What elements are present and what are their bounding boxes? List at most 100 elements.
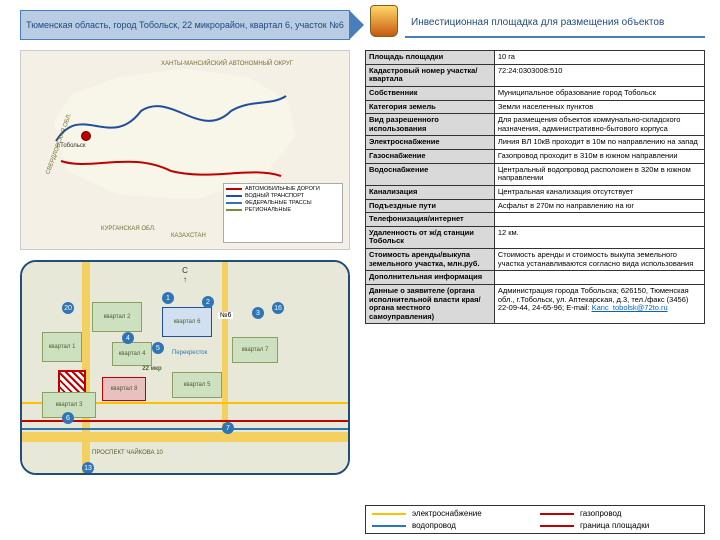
- map-number-marker: 20: [62, 302, 74, 314]
- legend-item: газопровод: [540, 509, 698, 518]
- region-crest-icon: [370, 5, 398, 37]
- table-value: Для размещения объектов коммунально-скла…: [494, 114, 704, 136]
- map-number-marker: 7: [222, 422, 234, 434]
- info-table-wrap: Площадь площадки10 гаКадастровый номер у…: [365, 50, 705, 324]
- map-legend-swatch: [226, 188, 242, 190]
- legend-label: электроснабжение: [412, 509, 482, 518]
- table-row: Вид разрешенного использованияДля размещ…: [366, 114, 705, 136]
- site-plan-map: С↑ квартал 1квартал 2квартал 3квартал 4к…: [20, 260, 350, 475]
- table-row: Площадь площадки10 га: [366, 51, 705, 65]
- table-row: Категория земельЗемли населенных пунктов: [366, 100, 705, 114]
- table-row: Дополнительная информация: [366, 271, 705, 285]
- plan-block: квартал 8: [102, 377, 146, 401]
- table-value: 12 км.: [494, 226, 704, 248]
- table-key: Канализация: [366, 185, 495, 199]
- map-legend-label: ФЕДЕРАЛЬНЫЕ ТРАССЫ: [245, 200, 312, 206]
- plan-block: квартал 7: [232, 337, 278, 363]
- table-key: Подъездные пути: [366, 199, 495, 213]
- map-legend-label: АВТОМОБИЛЬНЫЕ ДОРОГИ: [245, 186, 320, 192]
- map-region-label: КУРГАНСКАЯ ОБЛ.: [101, 226, 156, 232]
- plan-block: квартал 6: [162, 307, 212, 337]
- table-key: Кадастровый номер участка/квартала: [366, 64, 495, 86]
- table-row: Стоимость аренды/выкупа земельного участ…: [366, 249, 705, 271]
- table-value: Администрация города Тобольска; 626150, …: [494, 284, 704, 324]
- table-key: Удаленность от ж/д станции Тобольск: [366, 226, 495, 248]
- map-legend-item: ФЕДЕРАЛЬНЫЕ ТРАССЫ: [226, 200, 340, 206]
- table-key: Телефонизация/интернет: [366, 213, 495, 227]
- road: [22, 432, 348, 442]
- table-row: ЭлектроснабжениеЛиния ВЛ 10кВ проходит в…: [366, 136, 705, 150]
- map-number-marker: 2: [202, 296, 214, 308]
- legend-swatch: [372, 513, 406, 515]
- map-number-marker: 1: [162, 292, 174, 304]
- location-title: Тюменская область, город Тобольск, 22 ми…: [26, 20, 344, 30]
- site-number-label: №6: [218, 312, 233, 319]
- table-row: КанализацияЦентральная канализация отсут…: [366, 185, 705, 199]
- legend-label: граница площадки: [580, 521, 649, 530]
- legend-swatch: [540, 525, 574, 527]
- pipeline-legend: электроснабжение газопровод водопровод гран…: [365, 505, 705, 534]
- table-value: Земли населенных пунктов: [494, 100, 704, 114]
- table-value: Стоимость аренды и стоимость выкупа земе…: [494, 249, 704, 271]
- compass-icon: С↑: [182, 266, 188, 284]
- map-number-marker: 5: [152, 342, 164, 354]
- legend-item: граница площадки: [540, 521, 698, 530]
- plan-block: квартал 5: [172, 372, 222, 398]
- table-key: Дополнительная информация: [366, 271, 495, 285]
- road: [82, 262, 90, 473]
- legend-swatch: [372, 525, 406, 527]
- map-legend-item: РЕГИОНАЛЬНЫЕ: [226, 207, 340, 213]
- project-title: Инвестиционная площадка для размещения о…: [411, 17, 664, 28]
- map-number-marker: 13: [82, 462, 94, 474]
- table-row: СобственникМуниципальное образование гор…: [366, 86, 705, 100]
- map-legend-label: РЕГИОНАЛЬНЫЕ: [245, 207, 291, 213]
- table-key: Вид разрешенного использования: [366, 114, 495, 136]
- table-value: Газопровод проходит в 310м в южном напра…: [494, 150, 704, 164]
- table-key: Собственник: [366, 86, 495, 100]
- table-value: Асфальт в 270м по направлению на юг: [494, 199, 704, 213]
- location-banner: Тюменская область, город Тобольск, 22 ми…: [20, 10, 350, 40]
- table-value: Линия ВЛ 10кВ проходит в 10м по направле…: [494, 136, 704, 150]
- map-legend-swatch: [226, 209, 242, 211]
- project-title-bar: Инвестиционная площадка для размещения о…: [405, 8, 705, 38]
- table-value: 10 га: [494, 51, 704, 65]
- plan-block: 22 мкр: [132, 362, 172, 376]
- map-number-marker: 6: [62, 412, 74, 424]
- table-value: [494, 271, 704, 285]
- road: [222, 262, 228, 442]
- table-value: Центральная канализация отсутствует: [494, 185, 704, 199]
- table-row: ГазоснабжениеГазопровод проходит в 310м …: [366, 150, 705, 164]
- table-value: 72:24:0303008:510: [494, 64, 704, 86]
- table-key: Стоимость аренды/выкупа земельного участ…: [366, 249, 495, 271]
- table-value: [494, 213, 704, 227]
- table-value: Муниципальное образование город Тобольск: [494, 86, 704, 100]
- map-legend-label: ВОДНЫЙ ТРАНСПОРТ: [245, 193, 304, 199]
- table-key: Электроснабжение: [366, 136, 495, 150]
- poi-label: Перекресток: [172, 350, 207, 356]
- table-row: Кадастровый номер участка/квартала72:24:…: [366, 64, 705, 86]
- map-legend-item: АВТОМОБИЛЬНЫЕ ДОРОГИ: [226, 186, 340, 192]
- table-key: Категория земель: [366, 100, 495, 114]
- legend-swatch: [540, 513, 574, 515]
- legend-item: водопровод: [372, 521, 530, 530]
- table-value: Центральный водопровод расположен в 320м…: [494, 163, 704, 185]
- map-legend-swatch: [226, 202, 242, 204]
- map-region-label: ХАНТЫ-МАНСИЙСКИЙ АВТОНОМНЫЙ ОКРУГ: [161, 61, 293, 67]
- info-table: Площадь площадки10 гаКадастровый номер у…: [365, 50, 705, 324]
- street-label: ПРОСПЕКТ ЧАЙКОВА 10: [92, 450, 163, 456]
- legend-item: электроснабжение: [372, 509, 530, 518]
- table-row: Удаленность от ж/д станции Тобольск12 км…: [366, 226, 705, 248]
- table-key: Газоснабжение: [366, 150, 495, 164]
- region-map-legend: АВТОМОБИЛЬНЫЕ ДОРОГИВОДНЫЙ ТРАНСПОРТФЕДЕ…: [223, 183, 343, 243]
- map-legend-swatch: [226, 195, 242, 197]
- map-number-marker: 3: [252, 307, 264, 319]
- legend-label: газопровод: [580, 509, 621, 518]
- email-link[interactable]: Kanc_tobolsk@72to.ru: [592, 303, 668, 312]
- table-key: Площадь площадки: [366, 51, 495, 65]
- table-key: Водоснабжение: [366, 163, 495, 185]
- map-number-marker: 16: [272, 302, 284, 314]
- table-row: Подъездные путиАсфальт в 270м по направл…: [366, 199, 705, 213]
- map-legend-item: ВОДНЫЙ ТРАНСПОРТ: [226, 193, 340, 199]
- legend-label: водопровод: [412, 521, 456, 530]
- plan-block: квартал 1: [42, 332, 82, 362]
